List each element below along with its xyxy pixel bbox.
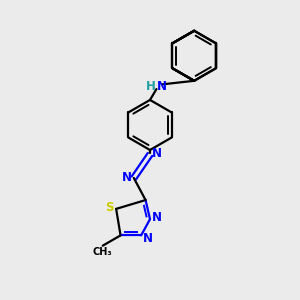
Text: H: H (146, 80, 155, 93)
Text: S: S (105, 201, 114, 214)
Text: N: N (122, 171, 132, 184)
Text: N: N (157, 80, 167, 93)
Text: N: N (152, 211, 162, 224)
Text: N: N (142, 232, 153, 245)
Text: CH₃: CH₃ (93, 247, 112, 256)
Text: N: N (152, 147, 161, 160)
